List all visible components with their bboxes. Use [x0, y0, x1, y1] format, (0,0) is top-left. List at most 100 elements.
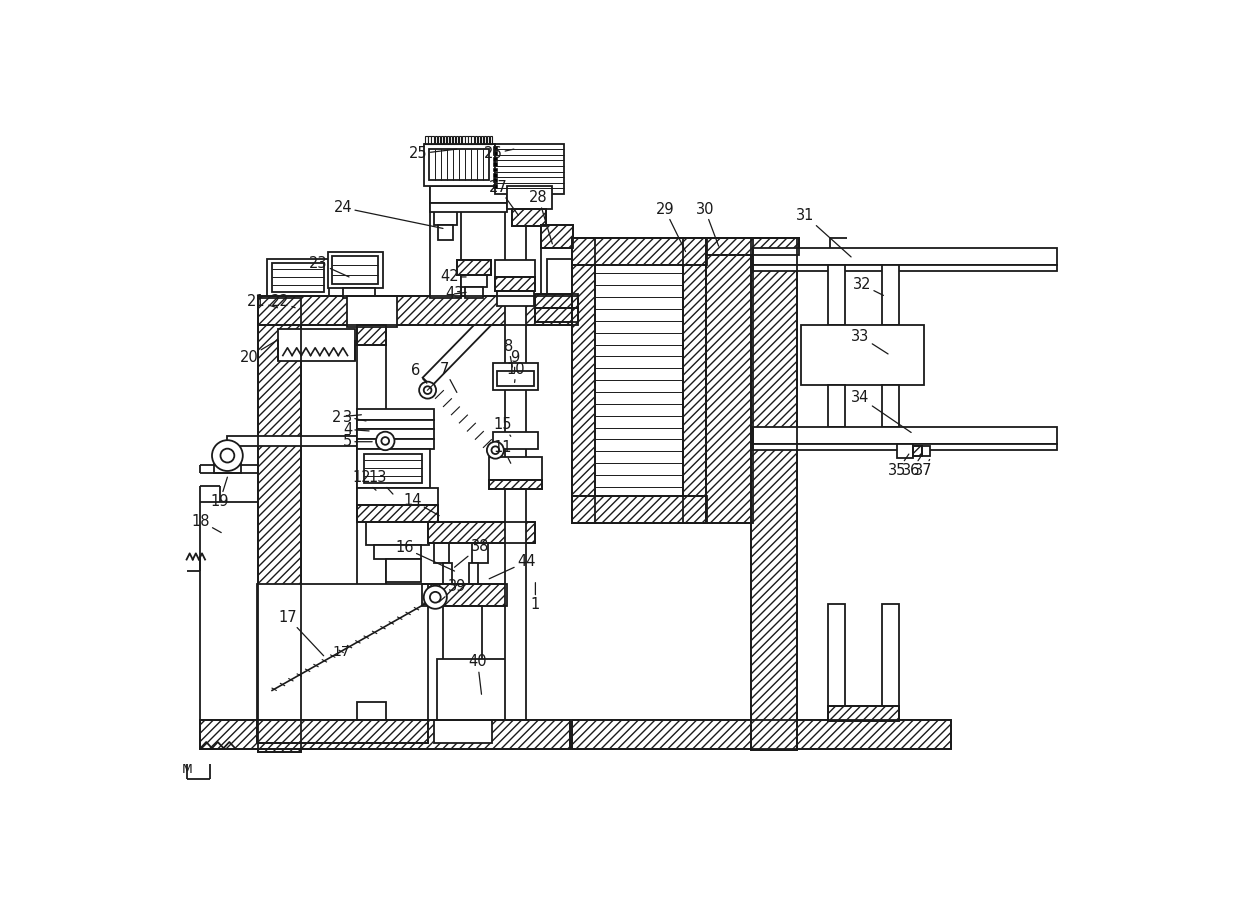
Bar	[258, 298, 300, 752]
Text: 4: 4	[343, 422, 370, 437]
Bar	[456, 136, 459, 144]
Bar	[469, 136, 471, 144]
Bar	[258, 296, 578, 325]
Bar	[430, 186, 461, 298]
Bar	[573, 495, 707, 523]
Bar	[434, 136, 436, 144]
Bar	[495, 277, 536, 291]
Bar	[707, 237, 753, 523]
Bar	[438, 225, 453, 240]
Bar	[573, 495, 707, 523]
Text: 25: 25	[409, 146, 456, 161]
Bar	[490, 136, 492, 144]
Bar	[257, 720, 428, 743]
Bar	[436, 659, 522, 721]
Circle shape	[376, 432, 394, 450]
Bar	[753, 444, 1056, 450]
Bar	[536, 294, 578, 308]
Text: 19: 19	[211, 477, 229, 509]
Text: 17: 17	[332, 644, 350, 659]
Bar	[573, 237, 707, 523]
Bar	[438, 136, 440, 144]
Bar	[386, 559, 422, 582]
Text: 6: 6	[410, 364, 427, 384]
Bar	[898, 444, 913, 458]
Bar	[573, 720, 951, 749]
Bar	[490, 480, 542, 489]
Bar	[490, 457, 542, 480]
Bar	[357, 325, 386, 734]
Bar	[536, 308, 578, 322]
Circle shape	[221, 449, 234, 463]
Bar	[828, 604, 844, 720]
Text: 44: 44	[490, 554, 536, 579]
Bar	[505, 186, 526, 720]
Bar	[424, 144, 495, 186]
Bar	[434, 720, 491, 743]
Text: M: M	[182, 764, 192, 776]
Text: 23: 23	[309, 255, 350, 277]
Bar	[753, 247, 1056, 265]
Bar	[497, 371, 534, 386]
Text: 34: 34	[851, 390, 911, 433]
Bar	[422, 584, 507, 605]
Text: 5: 5	[343, 435, 372, 449]
Bar	[536, 294, 578, 308]
Bar	[332, 256, 378, 284]
Bar	[461, 275, 487, 287]
Bar	[366, 522, 429, 544]
Bar	[472, 544, 487, 563]
Bar	[357, 429, 434, 439]
Bar	[443, 563, 453, 590]
Text: 11: 11	[494, 440, 512, 464]
Bar	[422, 584, 507, 605]
Circle shape	[491, 446, 500, 454]
Bar	[443, 605, 481, 720]
Bar	[494, 178, 497, 182]
Bar	[536, 308, 578, 322]
Bar	[494, 173, 497, 177]
Bar	[357, 439, 434, 449]
Bar	[828, 385, 844, 427]
Text: 32: 32	[853, 277, 883, 295]
Text: 17: 17	[278, 610, 324, 655]
Bar	[450, 136, 453, 144]
Bar	[357, 325, 386, 345]
Bar	[215, 464, 242, 473]
Bar	[753, 265, 1056, 271]
Bar	[573, 237, 595, 523]
Text: 35: 35	[888, 454, 909, 478]
Text: 8: 8	[503, 339, 513, 367]
Bar	[475, 136, 477, 144]
Bar	[428, 522, 536, 544]
Bar	[343, 288, 376, 298]
Bar	[512, 209, 546, 226]
Bar	[707, 237, 799, 255]
Text: 20: 20	[239, 340, 278, 365]
Text: 12: 12	[352, 470, 376, 490]
Bar	[272, 263, 325, 293]
Circle shape	[424, 585, 446, 609]
Bar	[258, 298, 300, 752]
Text: 24: 24	[334, 200, 443, 228]
Text: 39: 39	[439, 579, 466, 602]
Text: 21: 21	[247, 295, 278, 309]
Bar	[258, 296, 578, 325]
Bar	[913, 445, 923, 456]
Bar	[913, 445, 923, 456]
Bar	[828, 705, 899, 721]
Text: 33: 33	[851, 329, 888, 354]
Bar	[429, 149, 490, 180]
Text: 38: 38	[455, 539, 489, 567]
Bar	[434, 544, 449, 563]
Bar	[494, 167, 497, 172]
Bar	[751, 237, 797, 751]
Bar	[456, 260, 491, 275]
Text: 36: 36	[901, 457, 920, 478]
Bar	[573, 237, 707, 265]
Bar	[507, 186, 552, 209]
Text: 22: 22	[270, 295, 295, 309]
Circle shape	[487, 442, 503, 459]
Text: 1: 1	[531, 583, 541, 613]
Bar	[357, 504, 438, 522]
